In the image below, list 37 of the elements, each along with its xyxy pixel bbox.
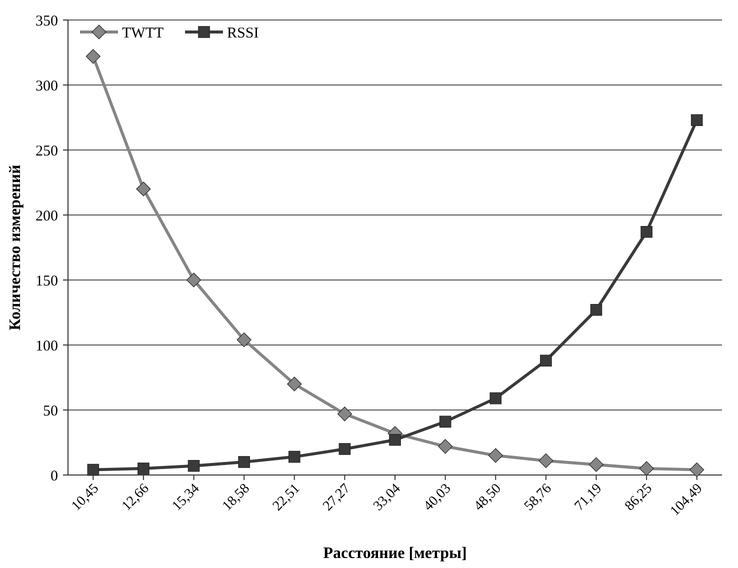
y-tick-label: 100 <box>36 338 58 354</box>
y-tick-label: 300 <box>36 78 58 94</box>
point <box>236 332 252 348</box>
point <box>186 272 202 288</box>
point <box>439 416 452 428</box>
point <box>640 226 652 238</box>
legend-label: TWTT <box>122 25 164 42</box>
y-axis-title: Количество измерений <box>7 164 24 330</box>
point <box>288 450 300 463</box>
point <box>488 448 503 463</box>
point <box>538 453 554 468</box>
point <box>389 434 401 446</box>
point <box>287 376 302 392</box>
point <box>188 460 200 472</box>
y-tick-label: 50 <box>43 403 58 420</box>
x-axis-title: Расстояние [метры] <box>323 545 467 562</box>
y-tick-label: 350 <box>36 13 58 30</box>
point <box>540 354 552 366</box>
point <box>87 464 100 476</box>
point <box>590 304 602 316</box>
legend-label: RSSI <box>227 25 259 42</box>
point <box>138 462 150 474</box>
y-tick-label: 250 <box>36 143 58 160</box>
point <box>588 457 604 472</box>
point <box>136 182 151 196</box>
point <box>338 443 351 455</box>
point <box>438 439 453 454</box>
point <box>690 114 703 126</box>
point <box>490 392 502 404</box>
point <box>639 461 654 476</box>
y-tick-label: 0 <box>50 468 58 484</box>
y-tick-label: 150 <box>36 273 58 290</box>
point <box>337 406 352 422</box>
point <box>86 49 100 64</box>
point <box>238 456 250 468</box>
point <box>690 462 704 478</box>
y-tick-label: 200 <box>36 208 58 224</box>
